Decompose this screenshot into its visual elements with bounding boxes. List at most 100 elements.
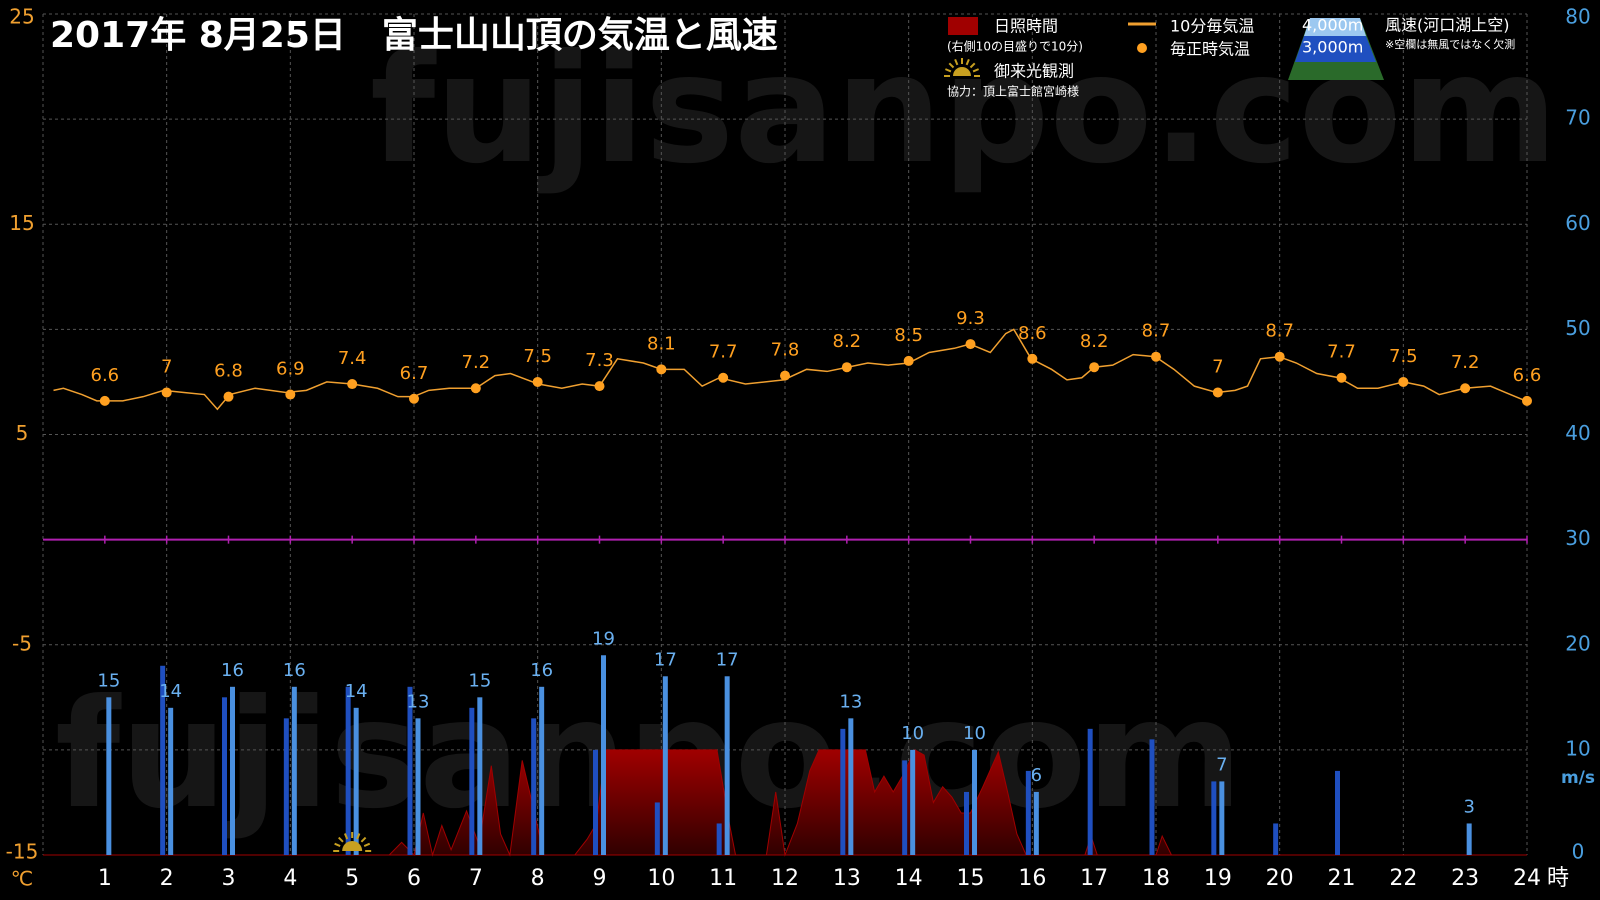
- x-tick-label: 20: [1266, 866, 1294, 891]
- wind-bar: [353, 707, 359, 855]
- x-tick-label: 16: [1018, 866, 1046, 891]
- x-tick-label: 13: [833, 866, 861, 891]
- missing-note: ※空欄は無風ではなく欠測: [1385, 37, 1515, 51]
- legend-note: (右側10の目盛りで10分): [947, 39, 1083, 54]
- data-label: 6.8: [214, 361, 243, 382]
- data-label: 7.7: [709, 342, 738, 363]
- mountain-icon: [1304, 18, 1366, 36]
- wind-bar: [1149, 739, 1155, 855]
- temperature-point: [409, 393, 419, 404]
- x-axis-label: 時: [1547, 866, 1569, 891]
- temperature-point: [532, 376, 543, 387]
- temperature-point: [1398, 376, 1409, 387]
- temperature-point: [1522, 395, 1532, 406]
- temperature-point: [903, 355, 914, 366]
- sun-ray: [363, 842, 371, 847]
- x-tick-label: 10: [647, 866, 675, 891]
- x-tick-label: 11: [709, 866, 737, 891]
- wind-bar: [477, 697, 483, 855]
- data-label: 6.9: [276, 359, 305, 380]
- legend-swatch: [948, 17, 978, 35]
- x-tick-label: 3: [222, 866, 236, 891]
- data-label: 17: [716, 649, 739, 670]
- wind-bar: [345, 686, 351, 855]
- wind-bar: [601, 655, 606, 855]
- data-label: 7.4: [338, 348, 367, 369]
- wind-bar: [1087, 728, 1093, 855]
- sun-ray: [356, 833, 361, 840]
- legend-label: 御来光観測: [994, 62, 1074, 81]
- data-label: 3: [1463, 796, 1474, 817]
- data-label: 13: [407, 691, 430, 712]
- legend-label: 4,000m: [1302, 16, 1363, 35]
- credit: 協力：頂上富士館宮崎様: [947, 84, 1079, 99]
- y2-tick-label: 10: [1565, 736, 1590, 760]
- data-label: 13: [839, 691, 862, 712]
- wind-title: 風速(河口湖上空): [1385, 16, 1510, 35]
- wind-bar: [415, 718, 421, 855]
- y2-tick-label: 70: [1565, 106, 1590, 130]
- x-tick-label: 21: [1328, 866, 1356, 891]
- data-label: 8.7: [1142, 321, 1171, 342]
- wind-bar: [1273, 823, 1279, 855]
- wind-bar: [724, 676, 730, 855]
- sun-ray: [969, 62, 976, 69]
- wind-bar: [230, 686, 235, 855]
- wind-bar: [283, 718, 289, 855]
- wind-bar: [848, 718, 854, 855]
- temperature-point: [1336, 372, 1347, 383]
- sun-ray: [965, 58, 970, 66]
- x-tick-label: 9: [593, 866, 607, 891]
- data-label: 7: [1212, 356, 1223, 377]
- wind-bar: [469, 707, 475, 855]
- y-tick-label: -5: [12, 631, 32, 655]
- sun-icon: [342, 841, 363, 851]
- data-label: 16: [530, 660, 553, 681]
- data-label: 7.2: [462, 352, 491, 373]
- wind-bar: [972, 749, 977, 855]
- data-label: 7.8: [771, 340, 800, 361]
- data-label: 8.7: [1265, 321, 1294, 342]
- x-tick-label: 6: [407, 866, 421, 891]
- data-label: 6.6: [91, 365, 120, 386]
- sun-ray: [954, 58, 959, 66]
- data-label: 7: [1216, 754, 1227, 775]
- wind-bar: [840, 728, 846, 855]
- legend-label: 3,000m: [1302, 38, 1363, 57]
- data-label: 8.5: [894, 325, 923, 346]
- y2-tick-label: 20: [1565, 631, 1590, 655]
- temperature-point: [1212, 387, 1223, 398]
- x-tick-label: 23: [1451, 866, 1479, 891]
- y-tick-label: -15: [6, 840, 39, 864]
- temperature-point: [965, 339, 976, 350]
- wind-bar: [593, 749, 598, 855]
- chart-title: 2017年 8月25日 富士山山頂の気温と風速: [50, 14, 778, 56]
- x-tick-label: 15: [957, 866, 985, 891]
- data-label: 6.6: [1513, 365, 1542, 386]
- sunshine-area: [43, 749, 1527, 857]
- mountain-icon: [1295, 36, 1376, 62]
- x-tick-label: 18: [1142, 866, 1170, 891]
- sun-ray: [360, 836, 367, 843]
- temperature-point: [718, 372, 729, 383]
- data-label: 19: [592, 628, 615, 649]
- wind-bar: [539, 686, 545, 855]
- data-label: 14: [159, 681, 182, 702]
- data-label: 7.2: [1451, 352, 1480, 373]
- temperature-point: [285, 389, 296, 400]
- wind-bar: [291, 686, 297, 855]
- data-label: 16: [221, 660, 244, 681]
- x-tick-label: 19: [1204, 866, 1232, 891]
- x-tick-label: 5: [345, 866, 359, 891]
- y2-tick-label: 50: [1565, 316, 1590, 340]
- wind-bar: [168, 707, 174, 855]
- wind-bar: [1335, 770, 1340, 855]
- y2-tick-label: 0: [1572, 840, 1585, 864]
- temperature-point: [841, 362, 852, 373]
- y-axis-label: ℃: [11, 867, 33, 891]
- wind-bar: [1033, 791, 1039, 855]
- data-label: 10: [963, 723, 986, 744]
